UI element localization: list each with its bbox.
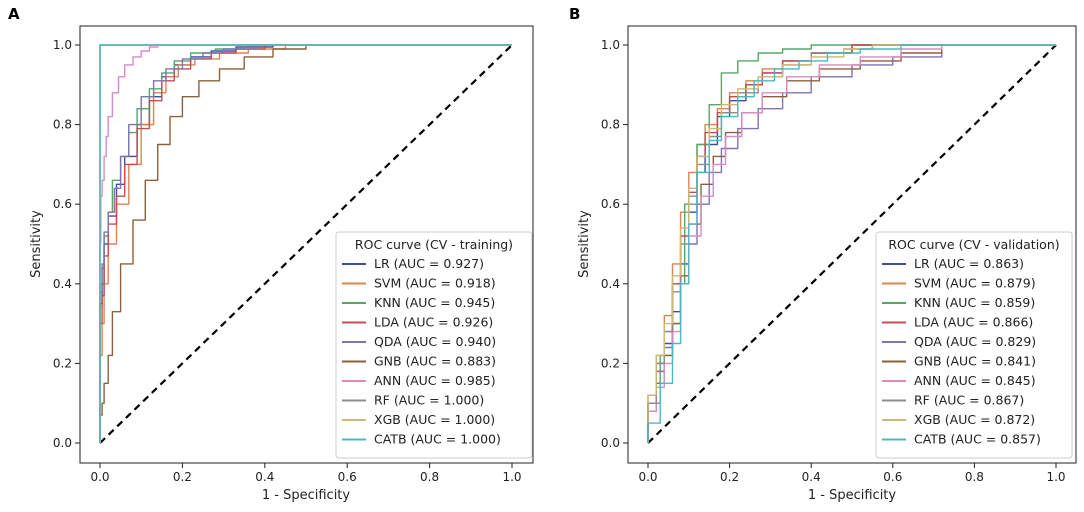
- legend: ROC curve (CV - validation) LR (AUC = 0.…: [875, 231, 1073, 459]
- legend-label-lda: LDA (AUC = 0.926): [374, 315, 493, 330]
- y-axis-label: Sensitivity: [29, 210, 44, 278]
- y-tick-label: 0.2: [53, 356, 72, 370]
- x-tick-label: 0.2: [720, 470, 739, 484]
- y-tick-label: 0.8: [53, 118, 72, 132]
- y-tick-label: 0.6: [601, 197, 620, 211]
- legend-label-rf: RF (AUC = 0.867): [914, 393, 1024, 408]
- x-axis-label: 1 - Specificity: [262, 488, 351, 503]
- x-tick-label: 0.0: [90, 470, 109, 484]
- x-tick-label: 0.6: [883, 470, 902, 484]
- legend-label-catb: CATB (AUC = 0.857): [914, 432, 1041, 447]
- legend-label-lr: LR (AUC = 0.863): [914, 256, 1024, 271]
- legend-label-xgb: XGB (AUC = 0.872): [914, 412, 1035, 427]
- legend: ROC curve (CV - training) LR (AUC = 0.92…: [335, 231, 533, 459]
- y-tick-label: 0.6: [53, 197, 72, 211]
- plot-area: 0.0 0.2 0.4 0.6 0.8 1.0 0.0 0.2 0.4 0.6 0.8 1.0: [53, 38, 522, 484]
- roc-line-ann: [647, 44, 1056, 443]
- y-tick-label: 0.4: [601, 277, 620, 291]
- roc-line-catb: [99, 44, 512, 443]
- legend-label-svm: SVM (AUC = 0.918): [374, 276, 496, 291]
- roc-line-xgb: [647, 44, 1056, 443]
- legend-label-qda: QDA (AUC = 0.829): [914, 334, 1036, 349]
- legend-label-gnb: GNB (AUC = 0.883): [374, 354, 496, 369]
- plot-frame: [627, 25, 1077, 464]
- y-tick-label: 0.4: [53, 277, 72, 291]
- y-tick-label: 1.0: [601, 38, 620, 52]
- y-axis-label: Sensitivity: [577, 210, 592, 278]
- legend-box: [875, 231, 1073, 459]
- y-tick-label: 1.0: [53, 38, 72, 52]
- x-tick-label: 0.4: [802, 470, 821, 484]
- panel-label: B: [569, 5, 580, 23]
- roc-line-qda: [99, 44, 512, 443]
- x-axis-label: 1 - Specificity: [808, 488, 897, 503]
- plot-area: 0.0 0.2 0.4 0.6 0.8 1.0 0.0 0.2 0.4 0.6 0.8 1.0: [601, 38, 1066, 484]
- panel-b: B 0.0 0.2 0.4 0.6 0.8 1.0 0.0 0.2 0.4 0.6 0.8 1.0 1…: [569, 5, 1077, 503]
- panel-label: A: [8, 5, 20, 23]
- x-tick-label: 0.2: [173, 470, 192, 484]
- roc-line-ann: [99, 44, 512, 443]
- legend-box: [335, 231, 533, 459]
- legend-label-svm: SVM (AUC = 0.879): [914, 276, 1036, 291]
- legend-title: ROC curve (CV - training): [355, 237, 513, 252]
- y-tick-label: 0.8: [601, 118, 620, 132]
- plot-frame: [79, 25, 534, 464]
- x-tick-label: 0.4: [255, 470, 274, 484]
- legend-label-gnb: GNB (AUC = 0.841): [914, 354, 1036, 369]
- x-tick-label: 0.6: [338, 470, 357, 484]
- x-tick-label: 0.8: [965, 470, 984, 484]
- y-tick-label: 0.2: [601, 356, 620, 370]
- reference-diagonal-line: [647, 44, 1057, 444]
- roc-line-catb: [647, 44, 1056, 443]
- legend-label-qda: QDA (AUC = 0.940): [374, 334, 496, 349]
- panel-a: A 0.0 0.2 0.4 0.6 0.8 1.0 0.0 0.2 0.4 0.6 0.8 1.0 1…: [8, 5, 534, 503]
- legend-title: ROC curve (CV - validation): [888, 237, 1059, 252]
- y-tick-label: 0.0: [53, 436, 72, 450]
- legend-label-lda: LDA (AUC = 0.866): [914, 315, 1033, 330]
- legend-label-catb: CATB (AUC = 1.000): [374, 432, 501, 447]
- legend-label-xgb: XGB (AUC = 1.000): [374, 412, 495, 427]
- legend-label-ann: ANN (AUC = 0.845): [914, 373, 1036, 388]
- legend-label-knn: KNN (AUC = 0.859): [914, 295, 1035, 310]
- x-tick-label: 1.0: [1046, 470, 1065, 484]
- x-tick-label: 0.8: [420, 470, 439, 484]
- legend-label-knn: KNN (AUC = 0.945): [374, 295, 495, 310]
- legend-label-ann: ANN (AUC = 0.985): [374, 373, 496, 388]
- x-tick-label: 0.0: [638, 470, 657, 484]
- x-tick-label: 1.0: [502, 470, 521, 484]
- roc-line-gnb: [99, 44, 512, 443]
- legend-label-lr: LR (AUC = 0.927): [374, 256, 484, 271]
- y-tick-label: 0.0: [601, 436, 620, 450]
- legend-label-rf: RF (AUC = 1.000): [374, 393, 484, 408]
